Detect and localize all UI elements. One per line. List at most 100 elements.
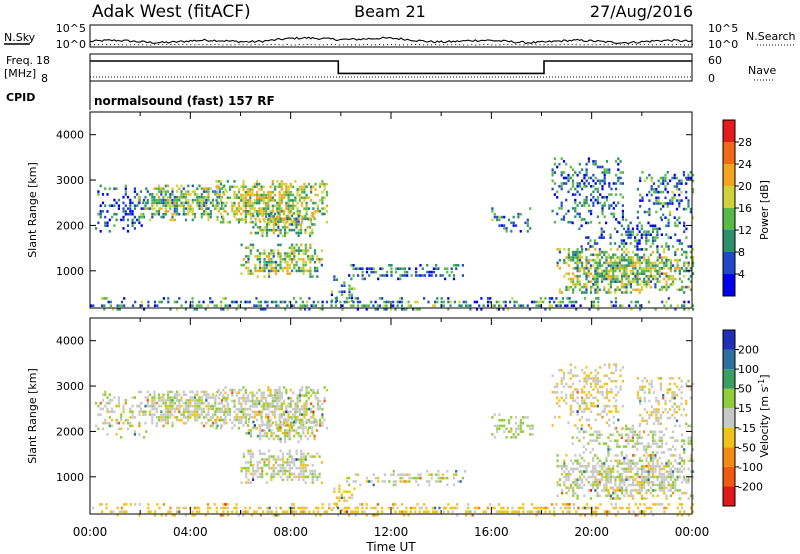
- scatter-cell: [598, 459, 601, 463]
- scatter-cell: [200, 204, 203, 207]
- scatter-cell: [209, 215, 212, 219]
- scatter-cell: [315, 420, 318, 424]
- scatter-cell: [263, 269, 266, 273]
- scatter-cell: [632, 497, 635, 500]
- scatter-cell: [600, 227, 603, 231]
- scatter-cell: [673, 394, 676, 397]
- scatter-cell: [638, 424, 641, 428]
- scatter-cell: [578, 261, 581, 265]
- scatter-cell: [647, 283, 650, 286]
- scatter-cell: [616, 454, 619, 457]
- scatter-cell: [256, 434, 259, 438]
- scatter-cell: [206, 510, 210, 513]
- scatter-cell: [605, 168, 609, 171]
- scatter-cell: [654, 464, 657, 468]
- scatter-cell: [629, 491, 632, 495]
- scatter-cell: [567, 272, 570, 275]
- scatter-cell: [560, 396, 563, 400]
- scatter-cell: [256, 464, 259, 467]
- scatter-cell: [247, 394, 250, 397]
- scatter-cell: [444, 277, 447, 281]
- scatter-cell: [233, 416, 236, 419]
- scatter-cell: [228, 188, 232, 191]
- scatter-cell: [596, 486, 599, 489]
- scatter-cell: [265, 407, 268, 411]
- scatter-cell: [345, 490, 349, 493]
- scatter-cell: [137, 218, 140, 222]
- scatter-cell: [392, 480, 395, 483]
- scatter-cell: [592, 464, 595, 468]
- scatter-cell: [652, 467, 655, 471]
- scatter-cell: [392, 304, 395, 307]
- scatter-cell: [105, 297, 108, 300]
- scatter-cell: [224, 188, 227, 191]
- scatter-cell: [138, 424, 141, 428]
- scatter-cell: [607, 489, 610, 492]
- scatter-cell: [658, 470, 661, 473]
- scatter-cell: [224, 506, 227, 510]
- scatter-cell: [295, 300, 298, 304]
- scatter-cell: [348, 300, 351, 304]
- scatter-cell: [623, 264, 626, 267]
- scatter-cell: [457, 264, 460, 267]
- scatter-cell: [294, 199, 297, 202]
- scatter-cell: [136, 218, 139, 222]
- scatter-cell: [417, 483, 420, 487]
- scatter-cell: [618, 486, 621, 489]
- scatter-cell: [673, 396, 676, 400]
- scatter-cell: [605, 413, 609, 416]
- scatter-cell: [293, 249, 296, 252]
- scatter-cell: [272, 464, 275, 467]
- scatter-cell: [657, 419, 660, 423]
- scatter-cell: [601, 204, 604, 207]
- scatter-cell: [242, 199, 245, 202]
- scatter-cell: [251, 399, 254, 403]
- scatter-cell: [607, 272, 610, 275]
- scatter-cell: [290, 214, 293, 218]
- scatter-cell: [256, 391, 259, 395]
- scatter-cell: [678, 267, 681, 270]
- scatter-cell: [671, 377, 674, 380]
- scatter-cell: [493, 436, 496, 439]
- scatter-cell: [674, 308, 677, 311]
- scatter-cell: [303, 405, 306, 408]
- scatter-cell: [206, 503, 210, 506]
- scatter-cell: [687, 277, 690, 281]
- scatter-cell: [240, 199, 243, 202]
- scatter-cell: [663, 467, 666, 471]
- scatter-cell: [678, 462, 681, 465]
- scatter-cell: [665, 256, 668, 259]
- scatter-cell: [286, 458, 289, 461]
- scatter-cell: [262, 190, 265, 194]
- scatter-cell: [217, 396, 220, 400]
- scatter-cell: [187, 399, 190, 402]
- scatter-cell: [370, 480, 373, 483]
- scatter-cell: [683, 451, 686, 454]
- scatter-cell: [182, 416, 185, 419]
- scatter-cell: [365, 506, 368, 510]
- scatter-cell: [184, 404, 188, 408]
- scatter-cell: [612, 475, 615, 479]
- scatter-cell: [259, 506, 262, 510]
- scatter-cell: [279, 423, 282, 427]
- scatter-cell: [394, 503, 397, 506]
- scatter-cell: [261, 475, 264, 479]
- scatter-cell: [665, 427, 668, 431]
- scatter-cell: [587, 272, 590, 275]
- scatter-cell: [559, 300, 562, 304]
- scatter-cell: [309, 260, 312, 264]
- scatter-cell: [138, 410, 141, 413]
- scatter-cell: [498, 215, 501, 219]
- scatter-cell: [124, 204, 127, 207]
- scatter-cell: [90, 304, 93, 307]
- scatter-cell: [659, 190, 662, 194]
- scatter-cell: [309, 469, 312, 473]
- scatter-cell: [237, 391, 241, 395]
- scatter-cell: [551, 179, 554, 183]
- scatter-cell: [231, 388, 234, 392]
- scatter-cell: [612, 470, 615, 473]
- scatter-cell: [180, 413, 183, 416]
- scatter-cell: [674, 224, 677, 228]
- scatter-cell: [615, 399, 618, 402]
- scatter-cell: [279, 437, 282, 441]
